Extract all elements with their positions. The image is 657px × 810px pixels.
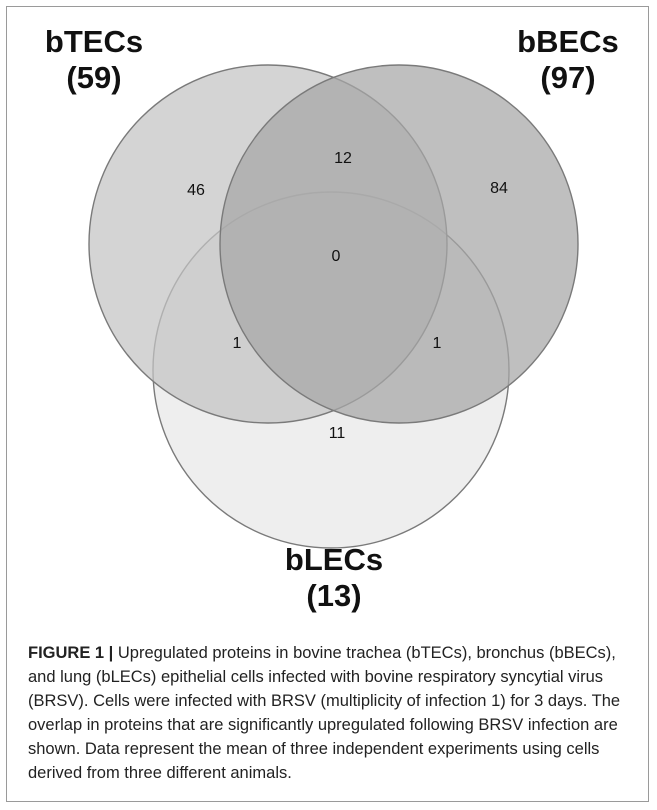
set-name-bBECs: bBECs — [517, 24, 619, 59]
set-label-bTECs: bTECs (59) — [24, 24, 164, 95]
figure-frame — [6, 6, 649, 802]
set-count-bTECs: (59) — [66, 59, 122, 95]
set-circle-bBECs — [219, 64, 579, 424]
set-count-bLECs: (13) — [306, 577, 362, 613]
figure-caption: FIGURE 1 | Upregulated proteins in bovin… — [28, 642, 633, 786]
region-count-bTECs-bLECs: 1 — [233, 335, 242, 352]
region-count-all-three: 0 — [332, 248, 341, 265]
region-count-bLECs-only: 11 — [329, 425, 346, 442]
region-count-bBECs-bLECs: 1 — [433, 335, 442, 352]
set-name-bLECs: bLECs — [284, 542, 384, 577]
caption-label: FIGURE 1 | — [28, 644, 114, 662]
venn-diagram: 46 12 84 0 1 1 11 — [88, 64, 579, 549]
set-name-bTECs: bTECs — [44, 24, 144, 59]
region-count-bTECs-bBECs: 12 — [334, 150, 352, 167]
region-count-bTECs-only: 46 — [187, 182, 205, 199]
set-label-bBECs: bBECs (97) — [498, 24, 638, 95]
region-count-bBECs-only: 84 — [490, 180, 508, 197]
set-label-bLECs: bLECs (13) — [264, 542, 404, 613]
set-count-bBECs: (97) — [540, 59, 596, 95]
caption-text: Upregulated proteins in bovine trachea (… — [28, 644, 621, 782]
